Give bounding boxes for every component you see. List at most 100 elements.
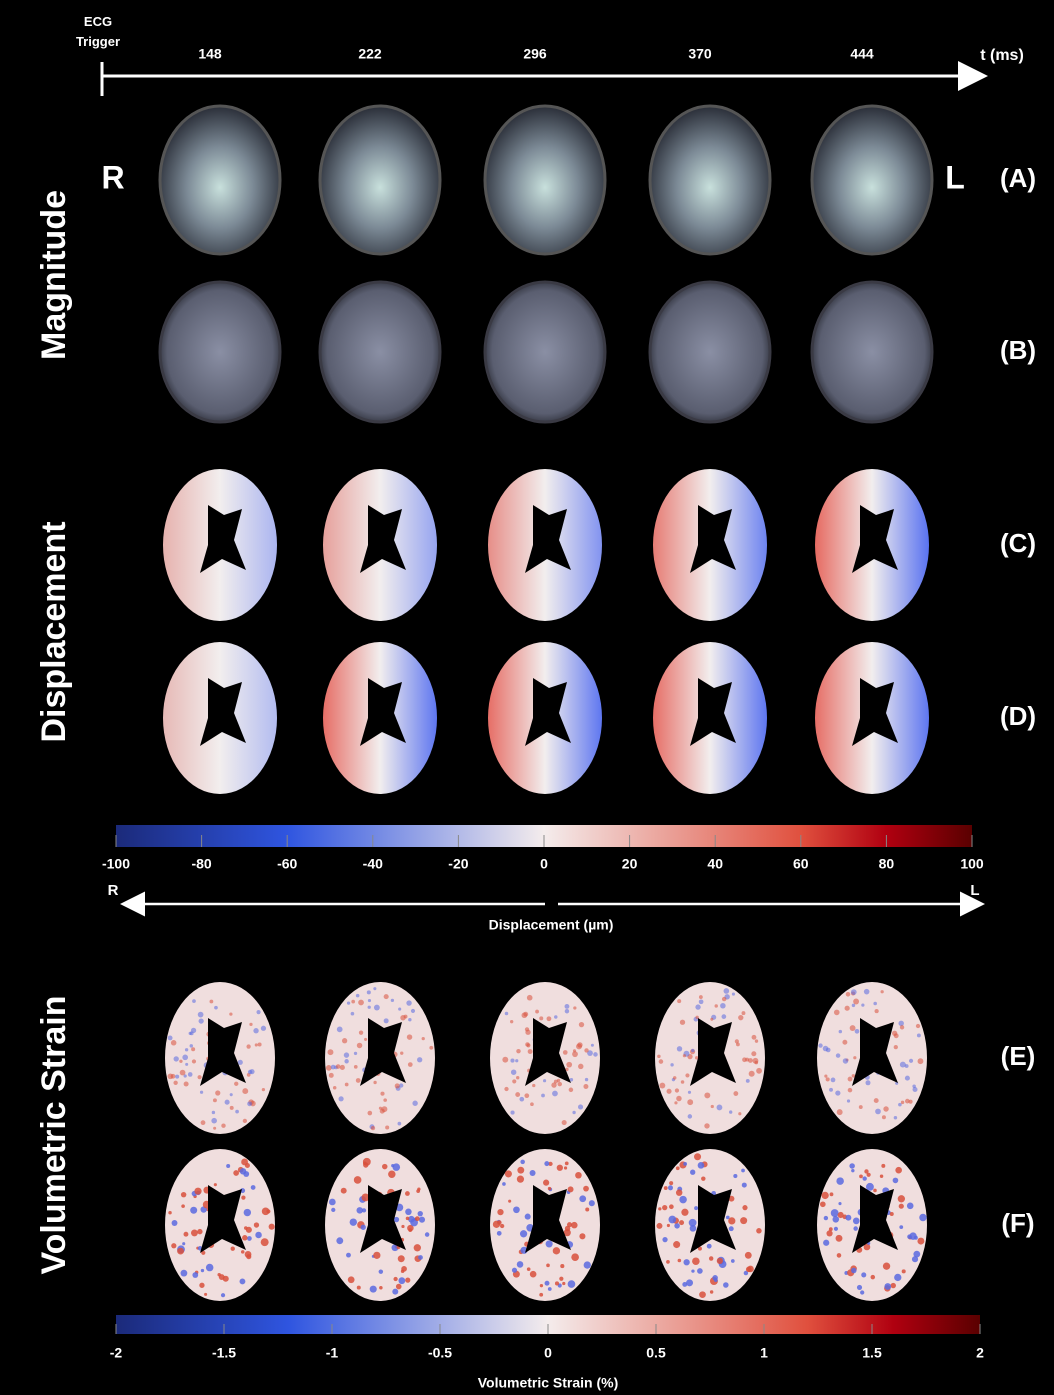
strain-speckle: [513, 1206, 520, 1213]
strain-speckle: [234, 1082, 238, 1086]
strain-speckle: [914, 1236, 918, 1240]
colorbar-tick-label: 0: [544, 1345, 552, 1361]
strain-speckle: [748, 1058, 753, 1063]
strain-speckle: [543, 1180, 549, 1186]
strain-speckle: [418, 1211, 423, 1216]
strain-speckle: [405, 1209, 412, 1216]
strain-speckle: [214, 1006, 218, 1010]
strain-speckle: [422, 1037, 425, 1040]
strain-speckle: [728, 1217, 735, 1224]
strain-speckle: [230, 1106, 234, 1110]
strain-speckle: [824, 1216, 828, 1220]
strain-speckle: [679, 1220, 684, 1225]
strain-speckle: [746, 1267, 752, 1273]
strain-speckle: [843, 1058, 848, 1063]
strain-speckle: [683, 1259, 689, 1265]
strain-speckle: [673, 1241, 680, 1248]
strain-speckle: [516, 1049, 520, 1053]
strain-speckle: [502, 1057, 508, 1063]
strain-speckle: [818, 1043, 822, 1047]
magnitude-image: [485, 282, 605, 422]
strain-speckle: [400, 1051, 403, 1054]
magnitude-image: [485, 106, 605, 254]
strain-speckle: [380, 1092, 384, 1096]
strain-speckle: [701, 1176, 705, 1180]
strain-speckle: [557, 1165, 563, 1171]
strain-speckle: [733, 1091, 738, 1096]
strain-speckle: [755, 1039, 758, 1042]
strain-speckle: [192, 1059, 196, 1063]
strain-speckle: [190, 1207, 197, 1214]
strain-speckle: [185, 1048, 188, 1051]
colorbar-label: Volumetric Strain (%): [478, 1375, 619, 1391]
strain-speckle: [722, 997, 726, 1001]
strain-speckle: [892, 1031, 897, 1036]
strain-speckle: [398, 1255, 405, 1262]
strain-speckle: [419, 1217, 425, 1223]
strain-speckle: [756, 1068, 762, 1074]
strain-speckle: [525, 1030, 530, 1035]
strain-speckle: [400, 1015, 405, 1020]
strain-speckle: [826, 1230, 832, 1236]
strain-speckle: [238, 1060, 243, 1065]
strain-speckle: [408, 1062, 413, 1067]
strain-speckle: [905, 1064, 909, 1068]
page: {"timeline": {"trigger_label": "ECG Trig…: [0, 0, 1054, 1395]
strain-speckle: [530, 1170, 536, 1176]
strain-speckle: [532, 1084, 535, 1087]
colorbar-tick-label: -0.5: [428, 1345, 452, 1361]
orientation-left: L: [945, 159, 965, 195]
strain-speckle: [751, 1051, 756, 1056]
strain-speckle: [173, 1081, 177, 1085]
colorbar-tick-label: 1: [760, 1345, 768, 1361]
strain-speckle: [391, 1164, 394, 1167]
strain-speckle: [845, 1006, 850, 1011]
strain-speckle: [875, 1009, 879, 1013]
strain-speckle: [850, 1025, 856, 1031]
strain-speckle: [348, 1276, 355, 1283]
strain-speckle: [515, 1059, 518, 1062]
strain-speckle: [905, 1076, 910, 1081]
strain-speckle: [241, 1250, 245, 1254]
strain-speckle: [181, 1192, 186, 1197]
strain-speckle: [226, 1164, 230, 1168]
strain-speckle: [754, 1061, 758, 1065]
strain-speckle: [679, 1196, 687, 1204]
strain-speckle: [688, 1114, 692, 1118]
strain-speckle: [242, 1088, 248, 1094]
strain-speckle: [547, 1016, 552, 1021]
strain-speckle: [559, 1277, 563, 1281]
strain-speckle: [520, 1160, 525, 1165]
strain-speckle: [682, 1282, 687, 1287]
strain-speckle: [849, 1163, 855, 1169]
strain-speckle: [398, 1122, 402, 1126]
strain-speckle: [212, 1111, 215, 1114]
strain-speckle: [328, 1049, 334, 1055]
strain-speckle: [168, 1035, 173, 1040]
strain-speckle: [388, 1171, 395, 1178]
strain-speckle: [357, 1043, 363, 1049]
strain-speckle: [500, 1224, 504, 1228]
orientation-right: R: [101, 159, 124, 195]
strain-speckle: [221, 1124, 225, 1128]
strain-speckle: [172, 1220, 178, 1226]
strain-speckle: [548, 1187, 551, 1190]
strain-speckle: [181, 1204, 185, 1208]
colorbar-tick-label: -2: [110, 1345, 123, 1361]
strain-speckle: [326, 1065, 332, 1071]
strain-speckle: [382, 1164, 387, 1169]
strain-speckle: [510, 1059, 514, 1063]
strain-speckle: [240, 1279, 246, 1285]
strain-speckle: [710, 1290, 713, 1293]
strain-speckle: [699, 995, 703, 999]
strain-speckle: [890, 1212, 894, 1216]
strain-speckle: [339, 1096, 344, 1101]
strain-speckle: [893, 1178, 899, 1184]
strain-speckle: [221, 1293, 225, 1297]
strain-speckle: [902, 1269, 906, 1273]
strain-speckle: [732, 993, 735, 996]
strain-speckle: [859, 1175, 863, 1179]
strain-speckle: [539, 1016, 543, 1020]
strain-speckle: [704, 1123, 709, 1128]
strain-speckle: [851, 1268, 857, 1274]
